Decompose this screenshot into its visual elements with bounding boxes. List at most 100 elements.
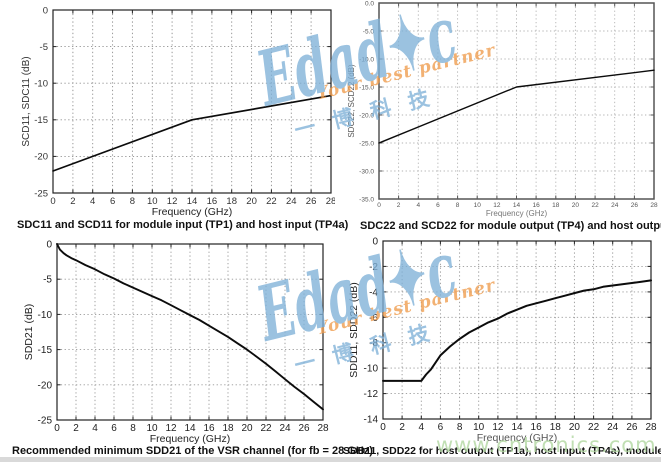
svg-text:SCD11, SDC11 (dB): SCD11, SDC11 (dB) [21, 56, 32, 146]
svg-text:-5: -5 [40, 42, 48, 53]
svg-text:12: 12 [165, 423, 177, 434]
svg-text:Frequency (GHz): Frequency (GHz) [486, 209, 548, 218]
svg-text:Frequency (GHz): Frequency (GHz) [152, 206, 233, 218]
svg-text:4: 4 [419, 422, 425, 433]
svg-text:28: 28 [645, 422, 657, 433]
svg-text:-4: -4 [369, 287, 378, 298]
svg-text:26: 26 [626, 422, 638, 433]
svg-text:28: 28 [317, 423, 329, 434]
caption-sdd11-sdd22: SDD11, SDD22 for host output (TP1a), hos… [343, 445, 661, 457]
svg-text:-5.0: -5.0 [363, 28, 375, 35]
caption-sdc11-scd11: SDC11 and SCD11 for module input (TP1) a… [17, 219, 349, 231]
svg-text:24: 24 [607, 422, 619, 433]
svg-text:Frequency (GHz): Frequency (GHz) [150, 433, 231, 445]
svg-text:4: 4 [92, 423, 98, 434]
svg-text:14: 14 [184, 423, 196, 434]
svg-text:22: 22 [588, 422, 600, 433]
svg-text:28: 28 [326, 196, 335, 207]
svg-text:0: 0 [372, 237, 378, 248]
svg-text:-15: -15 [34, 115, 48, 126]
svg-text:-25: -25 [34, 188, 48, 199]
svg-text:14: 14 [511, 422, 523, 433]
svg-text:0: 0 [46, 240, 52, 251]
svg-text:4: 4 [90, 196, 95, 207]
svg-text:SDD11, SDD22 (dB): SDD11, SDD22 (dB) [348, 282, 360, 378]
svg-text:22: 22 [266, 196, 277, 207]
svg-text:-35.0: -35.0 [359, 196, 374, 203]
svg-text:0: 0 [380, 422, 386, 433]
bottom-gray-strip [0, 457, 661, 462]
svg-text:18: 18 [550, 422, 562, 433]
svg-text:SDC22, SCD22 (dB): SDC22, SCD22 (dB) [347, 64, 356, 138]
chart-sdc11-scd11: 0 2 4 6 8 10 12 14 16 18 20 22 24 26 280-5-10-15-20-25… [21, 5, 335, 218]
svg-text:26: 26 [298, 423, 310, 434]
svg-text:0.0: 0.0 [365, 0, 374, 7]
svg-text:-10: -10 [38, 310, 53, 321]
svg-text:8: 8 [457, 422, 463, 433]
svg-text:2: 2 [399, 422, 405, 433]
svg-text:18: 18 [552, 202, 560, 209]
svg-text:6: 6 [436, 202, 440, 209]
svg-text:-25: -25 [38, 416, 53, 427]
svg-text:Frequency (GHz): Frequency (GHz) [477, 432, 558, 444]
svg-text:2: 2 [70, 196, 75, 207]
svg-text:20: 20 [246, 196, 257, 207]
svg-text:0: 0 [377, 202, 381, 209]
svg-text:-12: -12 [364, 389, 379, 400]
svg-text:4: 4 [416, 202, 420, 209]
svg-text:10: 10 [147, 196, 158, 207]
svg-text:6: 6 [438, 422, 444, 433]
svg-text:18: 18 [222, 423, 234, 434]
svg-text:10: 10 [473, 422, 485, 433]
svg-text:24: 24 [286, 196, 297, 207]
svg-text:8: 8 [456, 202, 460, 209]
svg-text:12: 12 [167, 196, 178, 207]
svg-text:12: 12 [493, 202, 501, 209]
svg-text:-30.0: -30.0 [359, 168, 374, 175]
svg-text:28: 28 [650, 202, 658, 209]
svg-text:16: 16 [532, 202, 540, 209]
svg-text:-6: -6 [369, 313, 378, 324]
caption-sdd21: Recommended minimum SDD21 of the VSR cha… [12, 445, 373, 457]
svg-text:14: 14 [187, 196, 198, 207]
svg-text:-14: -14 [364, 415, 379, 426]
chart-sdd21: 0 2 4 6 8 10 12 14 16 18 20 22 24 26 280-5-10-15-20-25… [23, 240, 329, 446]
svg-text:10: 10 [474, 202, 482, 209]
svg-text:0: 0 [54, 423, 60, 434]
svg-text:10: 10 [146, 423, 158, 434]
svg-text:8: 8 [130, 196, 135, 207]
svg-text:-5: -5 [43, 275, 52, 286]
svg-text:0: 0 [50, 196, 55, 207]
svg-text:22: 22 [591, 202, 599, 209]
svg-text:16: 16 [531, 422, 543, 433]
svg-text:26: 26 [631, 202, 639, 209]
chart-sdc22-scd22: 0 2 4 6 8 10 12 14 16 18 20 22 24 26 280.0-5.0-10.0-15… [347, 0, 658, 218]
svg-text:18: 18 [226, 196, 237, 207]
svg-text:22: 22 [260, 423, 272, 434]
svg-text:-2: -2 [369, 262, 378, 273]
svg-text:-15.0: -15.0 [359, 84, 374, 91]
svg-text:-20: -20 [38, 380, 53, 391]
svg-text:20: 20 [569, 422, 581, 433]
svg-text:12: 12 [492, 422, 504, 433]
svg-text:-10: -10 [364, 364, 379, 375]
svg-text:-15: -15 [38, 345, 53, 356]
svg-text:-25.0: -25.0 [359, 140, 374, 147]
svg-text:-20: -20 [34, 152, 48, 163]
svg-text:24: 24 [279, 423, 291, 434]
svg-text:6: 6 [111, 423, 117, 434]
svg-text:0: 0 [43, 5, 48, 16]
svg-text:-10.0: -10.0 [359, 56, 374, 63]
svg-text:24: 24 [611, 202, 619, 209]
svg-text:16: 16 [203, 423, 215, 434]
svg-text:26: 26 [306, 196, 317, 207]
svg-text:SDD21 (dB): SDD21 (dB) [23, 304, 35, 361]
svg-text:20: 20 [241, 423, 253, 434]
svg-text:14: 14 [513, 202, 521, 209]
svg-text:16: 16 [207, 196, 218, 207]
svg-text:8: 8 [130, 423, 136, 434]
svg-text:-10: -10 [34, 79, 48, 90]
chart-sdd11-sdd22: 0 2 4 6 8 10 12 14 16 18 20 22 24 26 280-2-4-6-8-10-12… [348, 237, 657, 445]
svg-text:-8: -8 [369, 338, 378, 349]
